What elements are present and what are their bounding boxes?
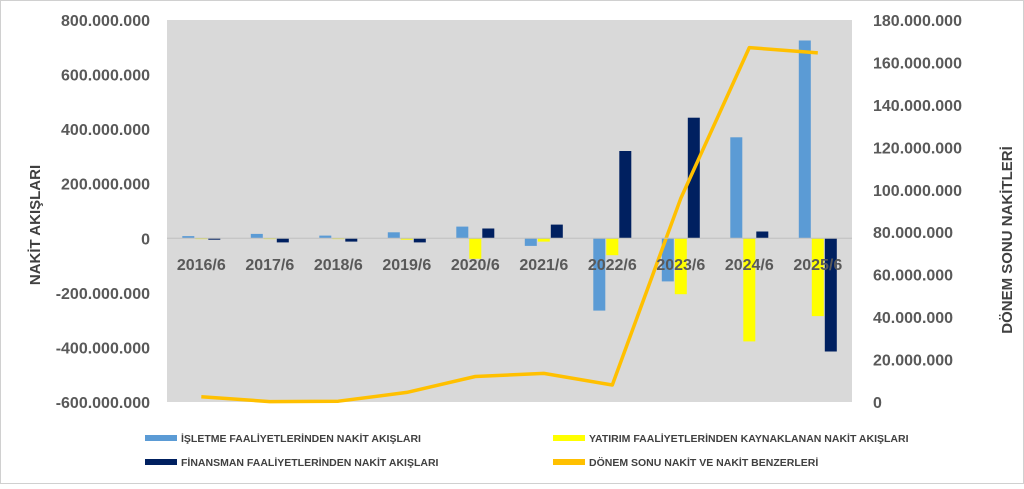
category-labels: 2016/6 2017/6 2018/6 2019/6 2020/6 2021/6 2022… — [177, 257, 843, 274]
left-tick-label: 400.000.000 — [61, 122, 150, 139]
bar-series1-2016-6 — [182, 236, 195, 239]
bar-series3-2020-6 — [482, 228, 495, 239]
left-tick-label: -600.000.000 — [56, 395, 150, 412]
legend-swatch — [553, 459, 585, 465]
left-axis-title: NAKİT AKIŞLARI — [27, 165, 44, 285]
left-axis-ticks: 800.000.000 600.000.000 400.000.000 200.000… — [56, 13, 150, 412]
right-tick-label: 80.000.000 — [873, 225, 953, 242]
legend: İŞLETME FAALİYETLERİNDEN NAKİT AKIŞLARI Y… — [145, 432, 909, 469]
line-layer — [201, 45, 818, 404]
bar-series2-2023-6 — [674, 238, 687, 295]
right-tick-label: 120.000.000 — [873, 140, 962, 157]
right-tick-label: 0 — [873, 395, 882, 412]
category-label: 2025/6 — [793, 257, 842, 274]
bar-series3-2024-6 — [756, 231, 769, 239]
line-series-period-end-cash — [201, 45, 818, 404]
legend-item-4: DÖNEM SONU NAKİT VE NAKİT BENZERLERİ — [553, 456, 818, 469]
legend-item-1: İŞLETME FAALİYETLERİNDEN NAKİT AKIŞLARI — [145, 432, 421, 445]
bar-series1-2017-6 — [250, 233, 263, 239]
right-tick-label: 180.000.000 — [873, 13, 962, 30]
bar-series1-2021-6 — [524, 238, 537, 246]
category-label: 2024/6 — [725, 257, 774, 274]
left-tick-label: -400.000.000 — [56, 340, 150, 357]
bar-series1-2019-6 — [387, 232, 400, 239]
category-label: 2021/6 — [519, 257, 568, 274]
bar-series2-2020-6 — [469, 238, 482, 259]
bar-series1-2025-6 — [798, 40, 811, 239]
bar-series3-2023-6 — [687, 117, 700, 239]
right-axis-ticks: 180.000.000 160.000.000 140.000.000 120.000… — [873, 13, 962, 412]
bars-layer — [182, 40, 837, 352]
right-tick-label: 140.000.000 — [873, 98, 962, 115]
left-tick-label: 800.000.000 — [61, 13, 150, 30]
bar-series1-2023-6 — [661, 238, 674, 282]
bar-series2-2025-6 — [811, 238, 824, 317]
category-label: 2019/6 — [382, 257, 431, 274]
bar-series3-2022-6 — [619, 151, 632, 239]
left-tick-label: 600.000.000 — [61, 68, 150, 85]
right-tick-label: 160.000.000 — [873, 55, 962, 72]
category-label: 2020/6 — [451, 257, 500, 274]
bar-series1-2018-6 — [319, 235, 332, 239]
bar-series2-2019-6 — [400, 238, 413, 240]
legend-swatch — [145, 459, 177, 465]
bar-series2-2021-6 — [537, 238, 550, 242]
bar-series3-2017-6 — [276, 238, 289, 243]
right-tick-label: 40.000.000 — [873, 310, 953, 327]
right-tick-label: 100.000.000 — [873, 183, 962, 200]
bar-series1-2022-6 — [593, 238, 606, 311]
left-tick-label: 200.000.000 — [61, 177, 150, 194]
category-label: 2018/6 — [314, 257, 363, 274]
legend-item-3: FİNANSMAN FAALİYETLERİNDEN NAKİT AKIŞLAR… — [145, 456, 439, 469]
legend-swatch — [145, 435, 177, 441]
bar-series3-2019-6 — [413, 238, 426, 243]
left-tick-label: 0 — [141, 231, 150, 248]
legend-label: YATIRIM FAALİYETLERİNDEN KAYNAKLANAN NAK… — [589, 432, 909, 445]
bar-series3-2018-6 — [345, 238, 358, 242]
bar-series3-2016-6 — [208, 238, 221, 240]
category-label: 2022/6 — [588, 257, 637, 274]
category-label: 2023/6 — [656, 257, 705, 274]
bar-series3-2025-6 — [824, 238, 837, 352]
bar-series2-2024-6 — [743, 238, 756, 342]
right-tick-label: 60.000.000 — [873, 268, 953, 285]
bar-series1-2020-6 — [456, 226, 469, 239]
category-label: 2016/6 — [177, 257, 226, 274]
legend-label: FİNANSMAN FAALİYETLERİNDEN NAKİT AKIŞLAR… — [181, 456, 439, 469]
bar-series1-2024-6 — [730, 137, 743, 239]
category-label: 2017/6 — [245, 257, 294, 274]
bar-series3-2021-6 — [550, 224, 563, 239]
legend-item-2: YATIRIM FAALİYETLERİNDEN KAYNAKLANAN NAK… — [553, 432, 909, 445]
plot-area — [167, 20, 852, 402]
left-tick-label: -200.000.000 — [56, 286, 150, 303]
legend-label: DÖNEM SONU NAKİT VE NAKİT BENZERLERİ — [589, 456, 818, 469]
right-axis-title: DÖNEM SONU NAKİTLERİ — [999, 146, 1016, 334]
legend-swatch — [553, 435, 585, 441]
legend-label: İŞLETME FAALİYETLERİNDEN NAKİT AKIŞLARI — [181, 432, 421, 445]
bar-series2-2022-6 — [606, 238, 619, 256]
right-tick-label: 20.000.000 — [873, 353, 953, 370]
